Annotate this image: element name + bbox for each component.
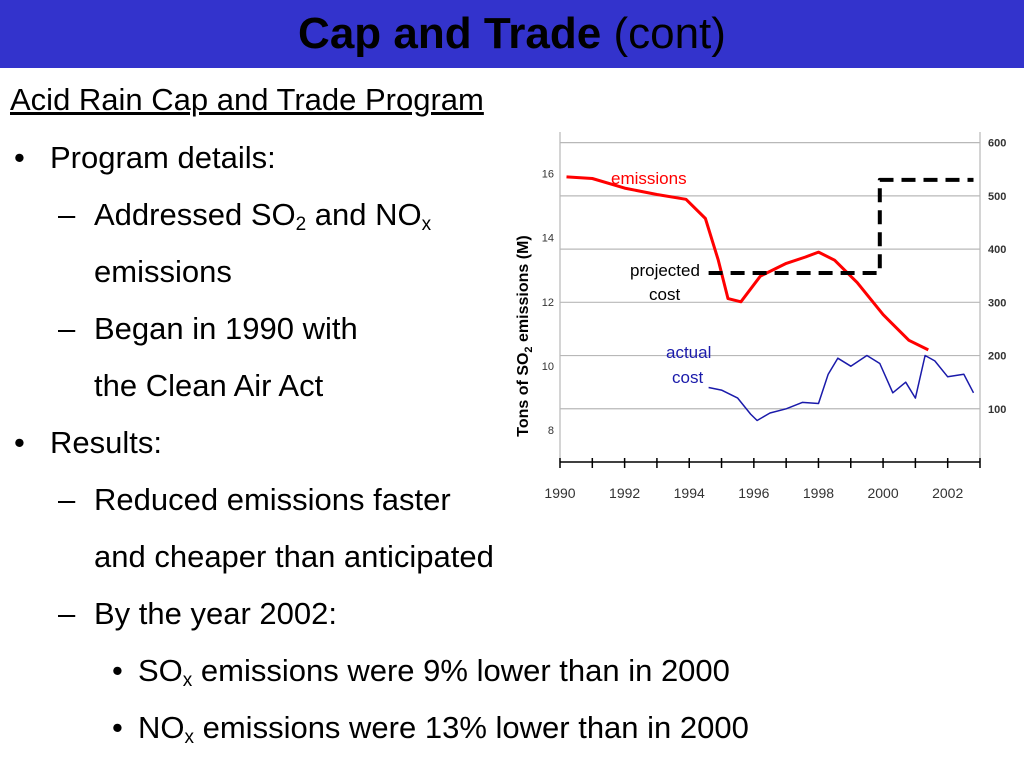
bullet-marker: • [14, 140, 25, 175]
tick-label-x-2002: 2002 [932, 485, 963, 501]
dash-marker: – [58, 311, 76, 346]
addressed-text-b: and NO [306, 197, 422, 232]
tick-label-right-100: 100 [988, 404, 1006, 416]
sox-text-b: emissions were 9% lower than in 2000 [192, 653, 730, 688]
subbullet-byyear: By the year 2002: [94, 596, 337, 631]
sox-text-a: SO [138, 653, 183, 688]
nox-text-b: emissions were 13% lower than in 2000 [194, 710, 749, 745]
title-bar: Cap and Trade (cont) [0, 0, 1024, 68]
nox-text-a: NO [138, 710, 185, 745]
series-line-emissions [566, 175, 929, 352]
tick-label-x-1992: 1992 [609, 485, 640, 501]
subbullet-addressed-cont: emissions [94, 254, 232, 289]
so2-emissions-chart: 100 200 300 400 500 600 8 10 12 14 16 1990 1992 1994 1… [515, 132, 1007, 501]
bullet-program-details: Program details: [50, 140, 276, 175]
y-axis-label-b: emissions (M) [515, 235, 532, 346]
tick-label-right-400: 400 [988, 244, 1006, 256]
tick-label-left-12: 12 [542, 297, 554, 309]
slide-title: Cap and Trade (cont) [298, 6, 726, 62]
item-nox: NOx emissions were 13% lower than in 200… [138, 708, 749, 748]
annotation-emissions: emissions [611, 169, 687, 188]
slide-title-rest: (cont) [601, 9, 726, 58]
series-line-actual [708, 354, 975, 422]
tick-label-x-1994: 1994 [674, 485, 705, 501]
y-axis-label-a: Tons of SO [515, 353, 532, 437]
chart-series [566, 175, 975, 422]
y-axis-label: Tons of SO2 emissions (M) [515, 235, 535, 436]
subbullet-began-cont: the Clean Air Act [94, 368, 324, 403]
tick-label-right-200: 200 [988, 351, 1006, 363]
addressed-text-a: Addressed SO [94, 197, 296, 232]
annotation-actual-2: cost [672, 368, 703, 387]
addressed-sub-2: 2 [295, 214, 307, 235]
bullet-marker: • [14, 425, 25, 460]
dash-marker: – [58, 197, 76, 232]
tick-label-left-10: 10 [542, 361, 554, 373]
y-axis-label-sub: 2 [523, 346, 535, 352]
subbullet-reduced: Reduced emissions faster [94, 482, 451, 517]
item-sox: SOx emissions were 9% lower than in 2000 [138, 651, 730, 691]
bullet-results: Results: [50, 425, 162, 460]
tick-label-left-14: 14 [542, 233, 554, 245]
annotation-projected-1: projected [630, 261, 700, 280]
tick-label-x-1990: 1990 [544, 485, 575, 501]
slide-subtitle: Acid Rain Cap and Trade Program [10, 82, 484, 117]
chart-ticks: 100 200 300 400 500 600 8 10 12 14 16 1990 1992 1994 1… [542, 138, 1007, 501]
tick-label-x-1996: 1996 [738, 485, 769, 501]
nox-sub: x [184, 727, 195, 748]
tick-label-right-600: 600 [988, 138, 1006, 150]
tick-label-left-8: 8 [548, 425, 554, 437]
series-line-projected [708, 177, 974, 275]
subbullet-addressed: Addressed SO2 and NOx [94, 195, 431, 235]
annotation-projected-2: cost [649, 285, 680, 304]
tick-label-right-500: 500 [988, 191, 1006, 203]
annotation-actual-1: actual [666, 343, 711, 362]
chart-grid [559, 132, 981, 462]
bullet-marker: • [112, 653, 123, 688]
subbullet-began: Began in 1990 with [94, 311, 358, 346]
sox-sub: x [182, 670, 193, 691]
tick-label-left-16: 16 [542, 169, 554, 181]
dash-marker: – [58, 482, 76, 517]
tick-label-x-2000: 2000 [867, 485, 898, 501]
tick-label-x-1998: 1998 [803, 485, 834, 501]
slide-title-bold: Cap and Trade [298, 9, 602, 58]
tick-label-right-300: 300 [988, 297, 1006, 309]
addressed-sub-x: x [421, 214, 432, 235]
subbullet-reduced-cont: and cheaper than anticipated [94, 539, 494, 574]
dash-marker: – [58, 596, 76, 631]
bullet-marker: • [112, 710, 123, 745]
